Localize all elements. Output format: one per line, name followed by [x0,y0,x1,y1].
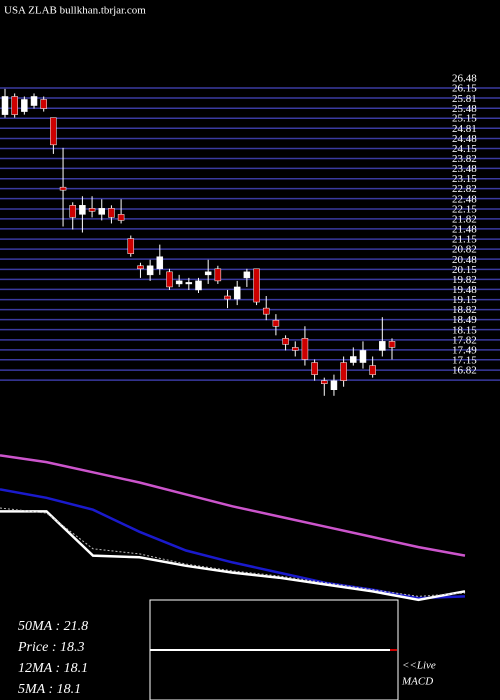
y-tick-label: 26.48 [452,73,477,85]
candle-body [292,347,299,351]
stat-label: 50MA : 21.8 [18,619,88,634]
candle-body [262,307,270,315]
candle-body [243,271,251,279]
y-tick-label: 17.15 [452,355,477,367]
y-tick-label: 20.48 [452,254,477,266]
candle-body [127,238,135,254]
y-tick-label: 22.15 [452,203,477,215]
stat-label: 12MA : 18.1 [18,661,88,676]
stat-label: Price : 18.3 [17,640,84,655]
candle-body [379,341,386,351]
y-tick-label: 17.49 [452,344,477,356]
live-label: <<Live [402,660,436,672]
candle-body [350,356,357,363]
indicator-line [0,488,466,600]
candle-body [175,280,183,285]
y-tick-label: 23.82 [452,153,477,165]
y-tick-label: 24.81 [452,123,477,135]
y-tick-label: 16.82 [452,365,477,377]
macd-label: MACD [401,676,433,688]
candle-body [282,338,289,345]
candle-body [69,205,76,218]
candle-body [369,365,376,375]
candle-body [340,362,347,381]
candle-body [195,280,202,291]
indicator-line [0,454,466,557]
candle-body [224,295,231,300]
candle-body [166,271,173,288]
stat-label: 5MA : 18.1 [18,682,81,697]
y-tick-label: 20.82 [452,244,477,256]
candle-body [301,338,309,360]
y-tick-label: 17.82 [452,334,477,346]
indicator-line [0,510,466,602]
chart-title: USA ZLAB bullkhan.tbrjar.com [4,5,146,17]
candle-body [88,208,96,212]
candle-body [359,350,367,363]
candle-body [40,99,47,109]
y-tick-label: 21.15 [452,234,477,246]
y-tick-label: 18.15 [452,324,477,336]
candle-body [21,99,28,112]
candle-body [79,205,86,215]
y-tick-label: 18.49 [452,314,477,326]
candle-body [156,256,164,270]
y-tick-label: 19.48 [452,284,477,296]
y-tick-label: 23.48 [452,163,477,175]
y-tick-label: 24.48 [452,133,477,145]
candle-body [1,96,9,115]
indicator-line [0,507,466,597]
y-tick-label: 23.15 [452,173,477,185]
y-tick-label: 24.15 [452,143,477,155]
candle-body [11,96,18,115]
y-tick-label: 18.82 [452,304,477,316]
candle-body [185,282,193,285]
y-tick-label: 19.15 [452,294,477,306]
candle-body [330,380,338,390]
y-tick-label: 22.48 [452,193,477,205]
candle-body [272,319,280,327]
y-tick-label: 21.48 [452,224,477,236]
candle-body [30,96,38,106]
candle-body [117,214,125,221]
candle-body [321,380,328,384]
candle-body [50,117,57,146]
y-tick-label: 25.15 [452,113,477,125]
candle-body [214,268,222,282]
candle-body [388,341,396,348]
y-tick-label: 21.82 [452,213,477,225]
candle-body [137,265,144,270]
candle-body [233,286,241,300]
y-tick-label: 20.15 [452,264,477,276]
candle-body [98,208,105,215]
candle-body [204,271,212,276]
candle-body [253,268,260,303]
candle-body [108,208,115,218]
candle-body [146,265,154,276]
y-tick-label: 26.15 [452,83,477,95]
y-tick-label: 19.82 [452,274,477,286]
y-tick-label: 25.48 [452,103,477,115]
y-tick-label: 25.81 [452,93,477,105]
candle-body [311,362,318,375]
candle-body [59,186,67,191]
y-tick-label: 22.82 [452,183,477,195]
